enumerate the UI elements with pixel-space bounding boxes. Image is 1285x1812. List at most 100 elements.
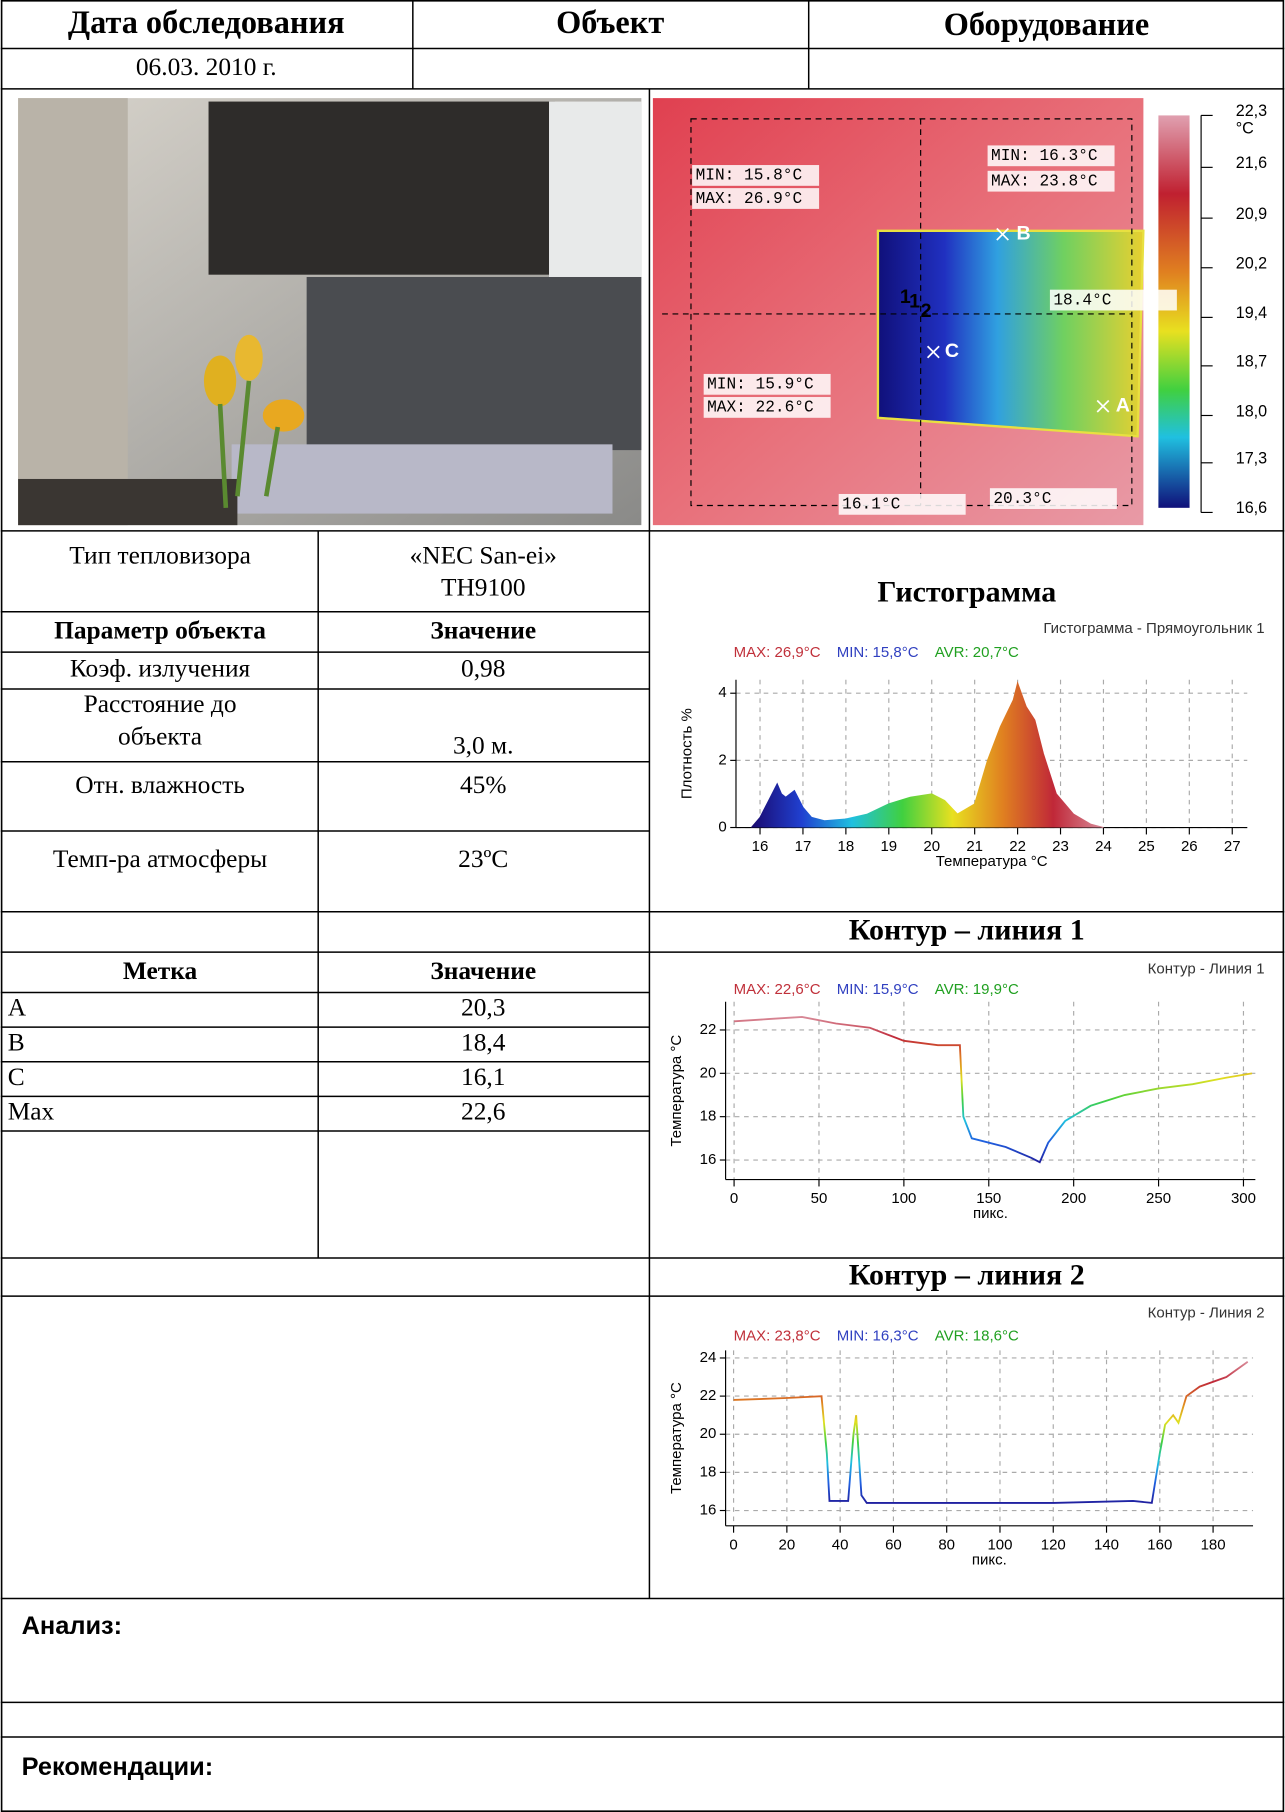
x-tick-label: 180 <box>1201 1536 1226 1553</box>
cell: 18,4 <box>461 1028 506 1056</box>
chart-stat: MIN: 16,3°C <box>837 1327 919 1344</box>
cell: 23ºC <box>458 845 508 873</box>
x-tick-label: 19 <box>880 838 897 855</box>
annotation-box <box>838 493 966 515</box>
chart-stat: AVR: 18,6°C <box>935 1327 1019 1344</box>
x-tick-label: 20 <box>923 838 940 855</box>
cell: «NEC San-ei» <box>410 541 557 569</box>
cell: Коэф. излучения <box>70 654 251 682</box>
x-tick-label: 100 <box>987 1536 1012 1553</box>
chart-stat: MAX: 22,6°C <box>734 981 821 998</box>
cell: 0,98 <box>461 654 505 682</box>
marker-cross <box>1096 399 1110 413</box>
x-tick-label: 0 <box>729 1536 737 1553</box>
chart-title: Контур - Линия 2 <box>1148 1304 1265 1321</box>
y-tick-label: 2 <box>718 751 726 768</box>
x-tick-label: 40 <box>832 1536 849 1553</box>
cell: TH9100 <box>441 574 526 602</box>
x-tick-label: 160 <box>1147 1536 1172 1553</box>
thermogram-annotation: MAX: 23.8°C <box>991 172 1098 190</box>
cell: Темп-ра атмосферы <box>53 845 267 873</box>
thermogram-annotation: B <box>1016 222 1030 244</box>
marker-cross <box>926 345 940 359</box>
x-tick-label: 24 <box>1095 838 1112 855</box>
x-tick-label: 80 <box>938 1536 955 1553</box>
thermogram-annotation: 16.1°C <box>842 496 900 514</box>
x-tick-label: 300 <box>1231 1190 1256 1207</box>
thermogram-annotation: MIN: 15.8°C <box>696 167 803 185</box>
y-tick-label: 22 <box>700 1021 717 1038</box>
x-tick-label: 200 <box>1061 1190 1086 1207</box>
x-tick-label: 120 <box>1041 1536 1066 1553</box>
cell: Отн. влажность <box>75 771 245 799</box>
annotation-box <box>1049 289 1177 311</box>
x-tick-label: 18 <box>838 838 855 855</box>
cell: Расстояние до <box>84 690 237 718</box>
cell: C <box>8 1063 25 1091</box>
photo <box>18 98 642 526</box>
thermogram-annotation: 1 <box>900 286 911 308</box>
x-tick-label: 21 <box>966 838 983 855</box>
thermogram-annotation: MAX: 26.9°C <box>696 190 803 208</box>
thermogram-annotation: 18.4°C <box>1053 291 1111 309</box>
thermogram-annotation: 2 <box>921 300 932 322</box>
x-tick-label: 16 <box>752 838 769 855</box>
annotation-box <box>987 145 1115 167</box>
cell: Параметр объекта <box>54 616 266 644</box>
annotation-box <box>692 165 820 186</box>
cell: 22,6 <box>461 1098 505 1126</box>
y-axis-label: Температура °C <box>668 1035 685 1147</box>
x-axis-label: пикс. <box>973 1205 1008 1222</box>
chart-title: Контур - Линия 1 <box>1148 960 1265 977</box>
annotation-box <box>989 488 1117 509</box>
annotation-box <box>987 170 1115 192</box>
marker-cross <box>996 227 1009 241</box>
scale-label: 18,7 <box>1236 353 1267 371</box>
header-cell: Дата обследования <box>68 4 345 40</box>
section-title: Рекомендации: <box>22 1753 214 1781</box>
thermogram-annotation: 1 <box>909 291 920 313</box>
cell: B <box>8 1028 25 1056</box>
y-tick-label: 0 <box>718 818 726 835</box>
y-tick-label: 24 <box>700 1349 717 1366</box>
thermogram-annotation: MIN: 16.3°C <box>991 147 1098 165</box>
chart-stat: MIN: 15,9°C <box>837 981 919 998</box>
section-title: Гистограмма <box>877 575 1056 608</box>
section-title: Анализ: <box>22 1612 123 1640</box>
cell: Значение <box>430 957 536 985</box>
x-tick-label: 26 <box>1181 838 1198 855</box>
chart-title: Гистограмма - Прямоугольник 1 <box>1043 620 1264 637</box>
scale-label: 22,3 <box>1236 102 1267 120</box>
cell: Тип тепловизора <box>69 541 251 569</box>
scale-label: °C <box>1236 120 1254 138</box>
date: 06.03. 2010 г. <box>136 53 277 81</box>
cell: 20,3 <box>461 994 505 1022</box>
annotation-box <box>703 373 831 395</box>
thermogram-annotation: A <box>1116 394 1130 416</box>
annotation-box <box>703 397 831 418</box>
x-tick-label: 27 <box>1224 838 1241 855</box>
scale-label: 19,4 <box>1236 304 1267 322</box>
x-tick-label: 150 <box>976 1190 1001 1207</box>
thermogram-annotation: MAX: 22.6°C <box>707 399 814 417</box>
y-tick-label: 20 <box>700 1064 717 1081</box>
cell: объекта <box>118 722 202 750</box>
cell: Метка <box>123 957 198 985</box>
x-tick-label: 17 <box>795 838 812 855</box>
y-tick-label: 18 <box>700 1463 717 1480</box>
scale-label: 18,0 <box>1236 402 1267 420</box>
y-tick-label: 16 <box>700 1151 717 1168</box>
line <box>734 1015 1253 1164</box>
header-cell: Объект <box>556 4 664 40</box>
y-axis-label: Плотность % <box>678 708 695 799</box>
cell: Значение <box>430 616 536 644</box>
y-tick-label: 16 <box>700 1501 717 1518</box>
cell: A <box>8 994 27 1022</box>
x-tick-label: 23 <box>1052 838 1069 855</box>
area-fill <box>751 683 1104 828</box>
area-outline <box>751 681 1104 829</box>
y-tick-label: 4 <box>718 684 726 701</box>
